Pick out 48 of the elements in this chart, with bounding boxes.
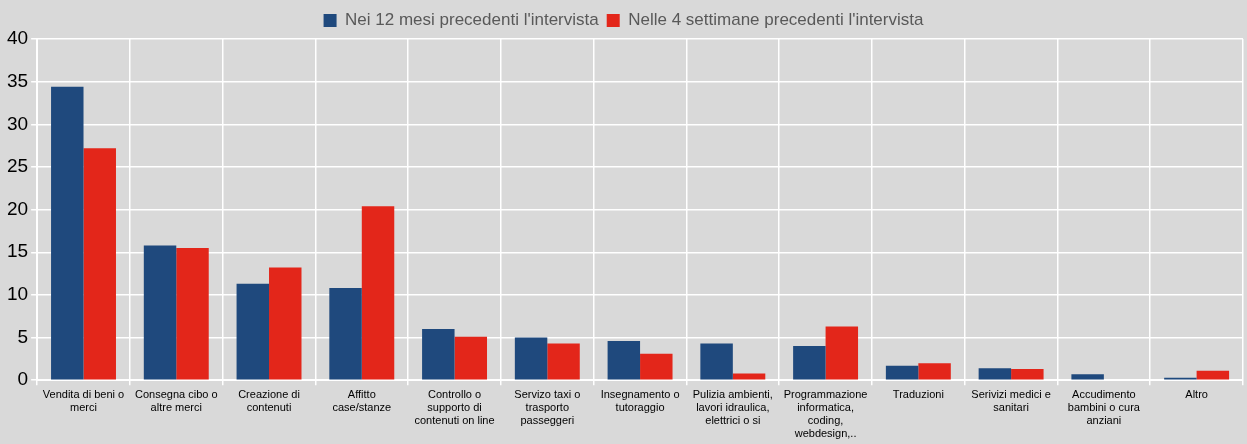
bar [700,343,733,380]
bar [825,326,859,380]
bar [83,148,116,380]
bar [361,206,395,380]
bar [640,353,673,380]
x-tick-label: Traduzioni [892,387,944,400]
bar [329,288,362,380]
y-tick-label: 25 [6,155,29,177]
bar [793,346,826,380]
bar [143,245,177,380]
x-tick-label: Vendita di beni o merci [42,387,125,414]
x-tick-label: Affitto case/stanze [332,387,392,414]
x-tick-label: Insegnamento o tutoraggio [600,387,680,414]
x-tick-label: Servizo taxi o trasporto passeggeri [514,387,581,427]
y-tick-label: 5 [17,325,29,347]
bar [51,86,84,380]
x-tick-label: Serivizi medici e sanitari [971,387,1051,414]
bar [978,368,1012,380]
bar [607,340,641,380]
bar [236,283,270,380]
y-tick-label: 0 [17,368,29,390]
bar [1071,374,1104,380]
bar [514,337,548,380]
y-tick-label: 40 [6,27,29,49]
bar [1011,369,1044,380]
x-tick-label: Programmazione informatica, coding, webdesign,.. [783,387,868,440]
y-tick-label: 30 [6,112,29,134]
legend-label: Nei 12 mesi precedenti l'intervista [345,10,600,30]
x-tick-label: Creazione di contenuti [238,387,300,414]
bar [732,373,766,380]
y-tick-label: 10 [6,283,29,305]
x-tick-label: Controllo o supporto di contenuti on line [414,387,495,427]
y-tick-label: 35 [6,69,29,91]
legend-label: Nelle 4 settimane precedenti l'intervista [628,10,924,30]
bar [918,363,951,380]
x-tick-label: Pulizia ambienti, lavori idraulica, elettrici o si [692,387,773,427]
bar [176,247,209,380]
bar [547,343,580,380]
y-tick-label: 20 [6,197,29,219]
x-tick-label: Accudimento bambini o cura anziani [1067,387,1141,427]
bar [885,365,919,380]
bar [422,329,455,380]
y-tick-label: 15 [6,240,29,262]
bar [269,267,302,380]
x-tick-label: Altro [1185,387,1208,400]
x-tick-label: Consegna cibo o altre merci [134,387,218,414]
bar [454,336,488,380]
bar [1196,370,1230,380]
